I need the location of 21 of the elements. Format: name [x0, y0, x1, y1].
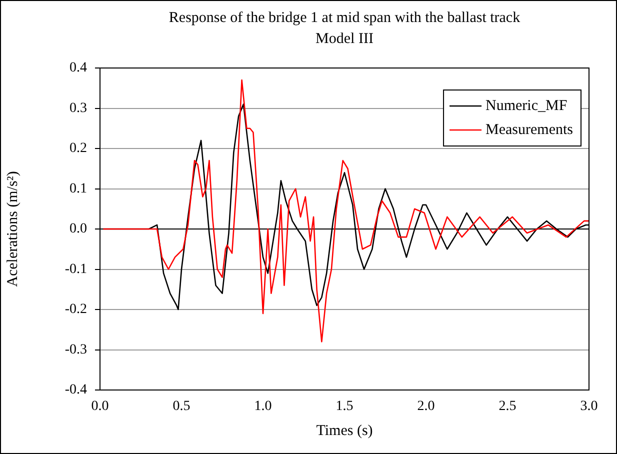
- y-tick-label: -0.4: [64, 382, 87, 398]
- y-tick-label: -0.2: [64, 302, 87, 318]
- x-axis-title: Times (s): [316, 422, 373, 439]
- legend-label: Numeric_MF: [486, 98, 568, 114]
- y-tick-label: -0.3: [64, 342, 87, 358]
- x-tick-label: 1.5: [336, 399, 354, 414]
- x-tick-label: 0.0: [91, 399, 109, 414]
- y-tick-label: 0.3: [70, 100, 87, 116]
- y-tick-label: 0.4: [70, 60, 87, 76]
- chart-title: Response of the bridge 1 at mid span with the ballast track Model III: [168, 10, 521, 47]
- x-tick-label: 3.0: [580, 399, 598, 414]
- y-tick-label: 0.1: [70, 181, 87, 196]
- y-axis-title: Acelerations (m/s²): [4, 171, 21, 287]
- x-tick-label: 0.5: [172, 399, 190, 414]
- x-tick-label: 1.0: [254, 399, 272, 414]
- x-tick-label: 2.5: [498, 399, 516, 414]
- y-tick-label: 0.0: [70, 222, 87, 237]
- legend-label: Measurements: [486, 122, 574, 138]
- x-tick-label: 2.0: [417, 399, 435, 414]
- y-tick-label: -0.1: [64, 262, 87, 277]
- y-tick-label: 0.2: [70, 141, 87, 156]
